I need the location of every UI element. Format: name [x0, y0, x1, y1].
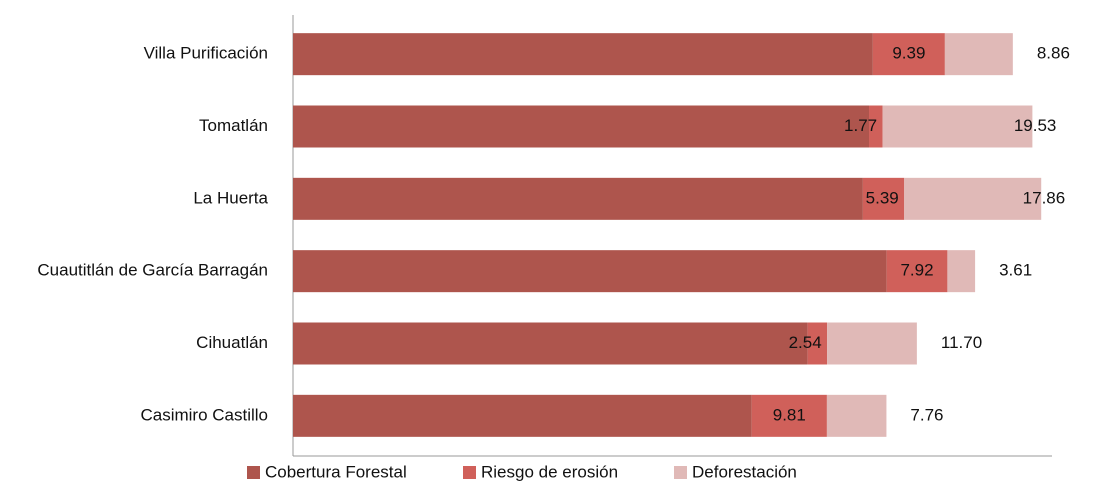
data-label: 19.53 — [1014, 116, 1057, 135]
bar-segment — [872, 33, 945, 76]
bar-segment — [947, 250, 976, 293]
data-label: 8.86 — [1037, 44, 1070, 63]
data-label: 9.39 — [892, 44, 925, 63]
bar-segment — [293, 33, 873, 76]
bar-segment — [886, 250, 948, 293]
data-label: 5.39 — [866, 188, 899, 207]
category-label: Cihuatlán — [196, 333, 268, 352]
bar-segment — [826, 394, 887, 437]
category-label: Casimiro Castillo — [140, 405, 268, 424]
legend-label: Riesgo de erosión — [481, 462, 618, 481]
data-label: 17.86 — [1023, 188, 1066, 207]
bar-segment — [293, 250, 887, 293]
bar-segment — [944, 33, 1013, 76]
bar-segment — [862, 177, 905, 220]
bar-segment — [869, 105, 883, 148]
bar-segment — [827, 322, 917, 365]
data-label: 7.92 — [900, 261, 933, 280]
category-label: La Huerta — [193, 188, 268, 207]
data-label: 11.70 — [941, 333, 982, 352]
bar-segment — [293, 322, 808, 365]
bar-segment — [293, 394, 752, 437]
bar-segment — [904, 177, 1042, 220]
data-label: 1.77 — [844, 116, 877, 135]
legend-label: Cobertura Forestal — [265, 462, 407, 481]
bar-segment — [751, 394, 827, 437]
data-label: 3.61 — [999, 261, 1032, 280]
category-label: Tomatlán — [199, 116, 268, 135]
data-label: 9.81 — [773, 405, 806, 424]
legend-swatch — [463, 466, 476, 479]
data-label: 2.54 — [789, 333, 822, 352]
legend-swatch — [674, 466, 687, 479]
legend-swatch — [247, 466, 260, 479]
bar-segment — [293, 105, 870, 148]
bar-segment — [882, 105, 1033, 148]
category-label: Cuautitlán de García Barragán — [37, 261, 268, 280]
category-label: Villa Purificación — [144, 44, 268, 63]
data-label: 7.76 — [910, 405, 943, 424]
bar-segment — [293, 177, 863, 220]
legend-label: Deforestación — [692, 462, 797, 481]
bar-segment — [807, 322, 828, 365]
